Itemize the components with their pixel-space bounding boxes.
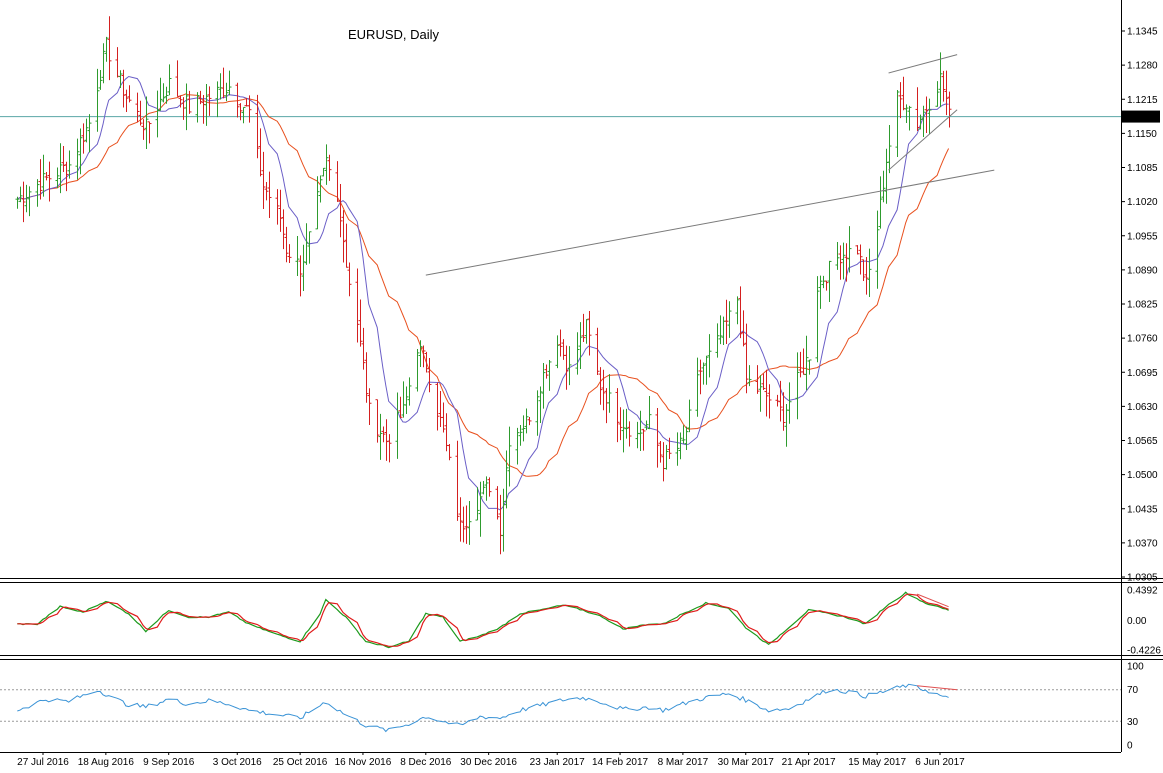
price-tick-label: 1.1215 bbox=[1127, 95, 1158, 106]
stoch-tick-label: 0.00 bbox=[1127, 616, 1147, 627]
price-tick-label: 1.0695 bbox=[1127, 368, 1158, 379]
date-tick-label: 3 Oct 2016 bbox=[213, 757, 262, 768]
price-tick-label: 1.0890 bbox=[1127, 265, 1158, 276]
date-tick-label: 8 Mar 2017 bbox=[658, 757, 709, 768]
date-tick-label: 14 Feb 2017 bbox=[592, 757, 649, 768]
rsi-divergence-line bbox=[917, 685, 958, 691]
date-tick-label: 27 Jul 2016 bbox=[17, 757, 69, 768]
date-tick-label: 30 Dec 2016 bbox=[460, 757, 517, 768]
price-tick-label: 1.0565 bbox=[1127, 436, 1158, 447]
trendline bbox=[888, 109, 958, 171]
date-tick-label: 8 Dec 2016 bbox=[400, 757, 452, 768]
date-tick-label: 9 Sep 2016 bbox=[143, 757, 195, 768]
rsi-tick-label: 0 bbox=[1127, 741, 1133, 752]
stoch-k-line bbox=[17, 591, 949, 649]
main-price-panel bbox=[0, 16, 1121, 555]
price-tick-label: 1.0500 bbox=[1127, 470, 1158, 481]
rsi-tick-label: 30 bbox=[1127, 717, 1139, 728]
current-price-label: 1.1182 bbox=[1126, 113, 1156, 124]
stoch-tick-label: 0.4392 bbox=[1127, 586, 1158, 597]
stochastic-panel bbox=[17, 591, 949, 649]
stoch-d-line bbox=[17, 593, 949, 647]
rsi-tick-label: 70 bbox=[1127, 685, 1139, 696]
date-tick-label: 25 Oct 2016 bbox=[273, 757, 328, 768]
price-tick-label: 1.0760 bbox=[1127, 334, 1158, 345]
ma-fast-line bbox=[17, 75, 949, 511]
price-tick-label: 1.1085 bbox=[1127, 163, 1158, 174]
rsi-tick-label: 100 bbox=[1127, 662, 1144, 673]
date-tick-label: 15 May 2017 bbox=[848, 757, 906, 768]
date-tick-label: 18 Aug 2016 bbox=[78, 757, 135, 768]
date-tick-label: 6 Jun 2017 bbox=[915, 757, 965, 768]
price-tick-label: 1.0305 bbox=[1127, 573, 1158, 584]
rsi-panel bbox=[0, 683, 1121, 733]
chart-title: EURUSD, Daily bbox=[348, 27, 440, 42]
price-tick-label: 1.0370 bbox=[1127, 538, 1158, 549]
date-tick-label: 30 Mar 2017 bbox=[718, 757, 775, 768]
rsi-line bbox=[17, 683, 949, 733]
stoch-tick-label: -0.4226 bbox=[1127, 646, 1161, 657]
price-tick-label: 1.0955 bbox=[1127, 231, 1158, 242]
price-tick-label: 1.1020 bbox=[1127, 197, 1158, 208]
stoch-divergence-line bbox=[916, 593, 949, 608]
date-tick-label: 23 Jan 2017 bbox=[530, 757, 585, 768]
price-tick-label: 1.1150 bbox=[1127, 129, 1157, 140]
trendline bbox=[425, 169, 995, 276]
price-tick-label: 1.1345 bbox=[1127, 27, 1158, 38]
ma-slow-line bbox=[17, 93, 950, 477]
current-price-box bbox=[1122, 110, 1160, 123]
price-tick-label: 1.0825 bbox=[1127, 300, 1158, 311]
date-tick-label: 16 Nov 2016 bbox=[335, 757, 392, 768]
price-tick-label: 1.0435 bbox=[1127, 504, 1158, 515]
price-tick-label: 1.1280 bbox=[1127, 61, 1158, 72]
trendline bbox=[888, 54, 958, 74]
price-tick-label: 1.0630 bbox=[1127, 402, 1158, 413]
date-tick-label: 21 Apr 2017 bbox=[782, 757, 836, 768]
